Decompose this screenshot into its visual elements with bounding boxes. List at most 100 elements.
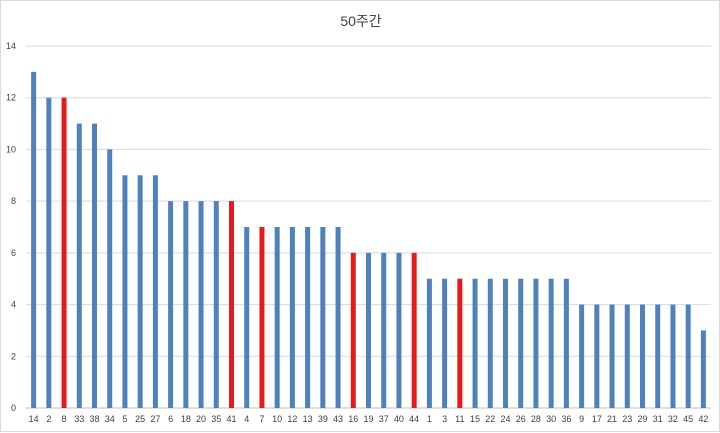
x-tick-label: 26 xyxy=(516,414,526,424)
x-tick-label: 22 xyxy=(485,414,495,424)
x-tick-label: 5 xyxy=(122,414,127,424)
x-tick-label: 34 xyxy=(105,414,115,424)
bar xyxy=(229,201,234,408)
x-tick-label: 14 xyxy=(29,414,39,424)
bar xyxy=(152,175,158,408)
y-tick-label: 12 xyxy=(6,93,16,103)
bar xyxy=(381,252,387,408)
x-tick-label: 7 xyxy=(259,414,264,424)
bar xyxy=(46,97,52,408)
bar xyxy=(503,278,508,408)
bar xyxy=(168,201,174,408)
bar xyxy=(335,227,341,408)
x-tick-label: 35 xyxy=(211,414,221,424)
x-tick-label: 10 xyxy=(272,414,282,424)
x-tick-label: 33 xyxy=(74,414,84,424)
bar xyxy=(274,227,280,408)
x-tick-label: 12 xyxy=(287,414,297,424)
y-tick-label: 2 xyxy=(11,351,16,361)
bar xyxy=(122,175,128,408)
x-tick-label: 3 xyxy=(442,414,447,424)
bar xyxy=(518,278,524,408)
x-tick-label: 15 xyxy=(470,414,480,424)
bar xyxy=(137,175,143,408)
x-tick-label: 24 xyxy=(500,414,510,424)
bar xyxy=(655,304,661,408)
x-tick-label: 18 xyxy=(181,414,191,424)
bar xyxy=(244,227,250,408)
bar xyxy=(685,304,691,408)
x-tick-label: 9 xyxy=(579,414,584,424)
x-tick-label: 27 xyxy=(150,414,160,424)
bar xyxy=(92,123,97,409)
x-tick-label: 44 xyxy=(409,414,419,424)
bar xyxy=(594,304,600,408)
x-tick-label: 6 xyxy=(168,414,173,424)
bar xyxy=(305,227,311,408)
y-tick-label: 6 xyxy=(11,248,16,258)
y-tick-label: 10 xyxy=(6,144,16,154)
x-tick-label: 1 xyxy=(427,414,432,424)
bar xyxy=(31,71,37,408)
bar xyxy=(61,97,67,408)
bar xyxy=(396,252,402,408)
bar xyxy=(213,201,219,408)
y-tick-label: 8 xyxy=(11,196,16,206)
bar xyxy=(640,304,645,408)
x-tick-label: 43 xyxy=(333,414,343,424)
x-tick-label: 17 xyxy=(592,414,602,424)
y-tick-label: 0 xyxy=(11,403,16,413)
x-tick-label: 19 xyxy=(363,414,373,424)
y-tick-label: 14 xyxy=(6,41,16,51)
x-tick-label: 31 xyxy=(653,414,663,424)
bar xyxy=(472,278,478,408)
bar xyxy=(183,201,189,408)
bar xyxy=(366,252,371,408)
bar xyxy=(548,278,554,408)
bar xyxy=(670,304,676,408)
bar xyxy=(442,278,448,408)
chart-title: 50주간 xyxy=(340,13,382,29)
bar xyxy=(457,278,463,408)
x-tick-label: 36 xyxy=(561,414,571,424)
x-tick-label: 45 xyxy=(683,414,693,424)
x-tick-label: 38 xyxy=(89,414,99,424)
x-tick-label: 25 xyxy=(135,414,145,424)
x-tick-label: 11 xyxy=(455,414,464,424)
y-tick-label: 4 xyxy=(11,300,16,310)
x-tick-label: 13 xyxy=(303,414,313,424)
x-tick-label: 4 xyxy=(244,414,249,424)
bar xyxy=(107,149,113,408)
bar xyxy=(700,330,706,408)
bar xyxy=(609,304,615,408)
x-tick-label: 29 xyxy=(637,414,647,424)
x-tick-label: 23 xyxy=(622,414,632,424)
x-tick-label: 28 xyxy=(531,414,541,424)
x-tick-label: 39 xyxy=(318,414,328,424)
bar xyxy=(533,278,539,408)
bar xyxy=(411,252,417,408)
bar xyxy=(259,227,265,408)
bar xyxy=(624,304,630,408)
x-tick-label: 40 xyxy=(394,414,404,424)
x-tick-label: 37 xyxy=(379,414,389,424)
x-tick-label: 2 xyxy=(46,414,51,424)
x-tick-label: 42 xyxy=(698,414,708,424)
bar xyxy=(426,278,432,408)
x-tick-label: 32 xyxy=(668,414,678,424)
bar xyxy=(289,227,295,408)
x-tick-label: 30 xyxy=(546,414,556,424)
bar xyxy=(487,278,493,408)
x-tick-label: 8 xyxy=(62,414,67,424)
x-tick-label: 20 xyxy=(196,414,206,424)
bar xyxy=(198,201,204,408)
bar xyxy=(320,227,326,408)
bar xyxy=(76,123,82,409)
bar xyxy=(350,252,356,408)
x-tick-label: 16 xyxy=(348,414,358,424)
x-tick-label: 21 xyxy=(607,414,617,424)
bar xyxy=(579,304,585,408)
x-tick-label: 41 xyxy=(226,414,236,424)
